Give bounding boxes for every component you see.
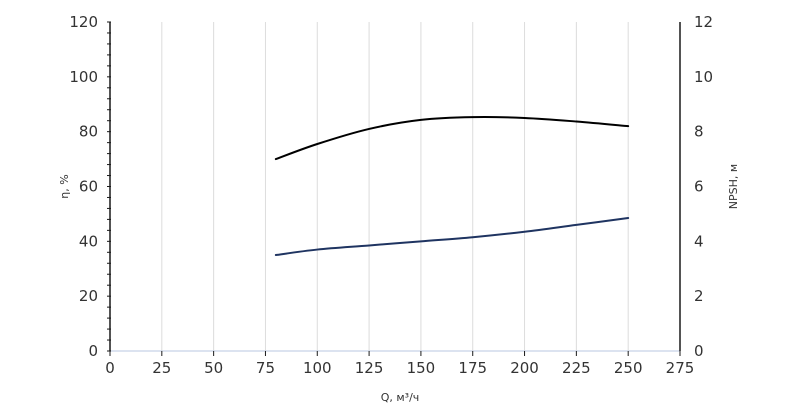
x-axis-title: Q, м³/ч (381, 391, 420, 404)
y-right-tick-label: 2 (694, 287, 704, 305)
x-tick-label: 175 (458, 359, 487, 377)
axes (107, 21, 681, 356)
x-tick-label: 50 (204, 359, 223, 377)
y-left-tick-label: 0 (88, 342, 98, 360)
y-right-axis-title: NPSH, м (727, 164, 740, 209)
y-left-axis-title: η, % (58, 174, 71, 198)
grid (161, 22, 681, 351)
series (274, 116, 630, 257)
y-right-tick-label: 6 (694, 178, 704, 196)
y-right-tick-label: 12 (694, 13, 713, 31)
y-left-tick-label: 80 (79, 123, 98, 141)
x-tick-label: 200 (510, 359, 539, 377)
efficiency-series-line (274, 116, 630, 161)
y-left-tick-label: 120 (69, 13, 98, 31)
y-left-tick-label: 40 (79, 232, 98, 250)
x-tick-label: 275 (666, 359, 695, 377)
x-tick-label: 75 (256, 359, 275, 377)
y-right-tick-label: 8 (694, 123, 704, 141)
y-right-tick-label: 10 (694, 68, 713, 86)
x-tick-label: 100 (303, 359, 332, 377)
y-left-tick-label: 60 (79, 178, 98, 196)
y-right-tick-label: 4 (694, 232, 704, 250)
y-right-tick-label: 0 (694, 342, 704, 360)
y-left-tick-label: 20 (79, 287, 98, 305)
y-left-tick-label: 100 (69, 68, 98, 86)
npsh-series-line (274, 217, 630, 257)
x-tick-label: 250 (614, 359, 643, 377)
x-tick-label: 25 (152, 359, 171, 377)
x-tick-label: 0 (105, 359, 115, 377)
tick-labels: 0 25 50 75 100 125 150 175 200 225 250 275020406080… (69, 13, 713, 377)
x-tick-label: 225 (562, 359, 591, 377)
x-tick-label: 150 (407, 359, 436, 377)
x-tick-label: 125 (355, 359, 384, 377)
